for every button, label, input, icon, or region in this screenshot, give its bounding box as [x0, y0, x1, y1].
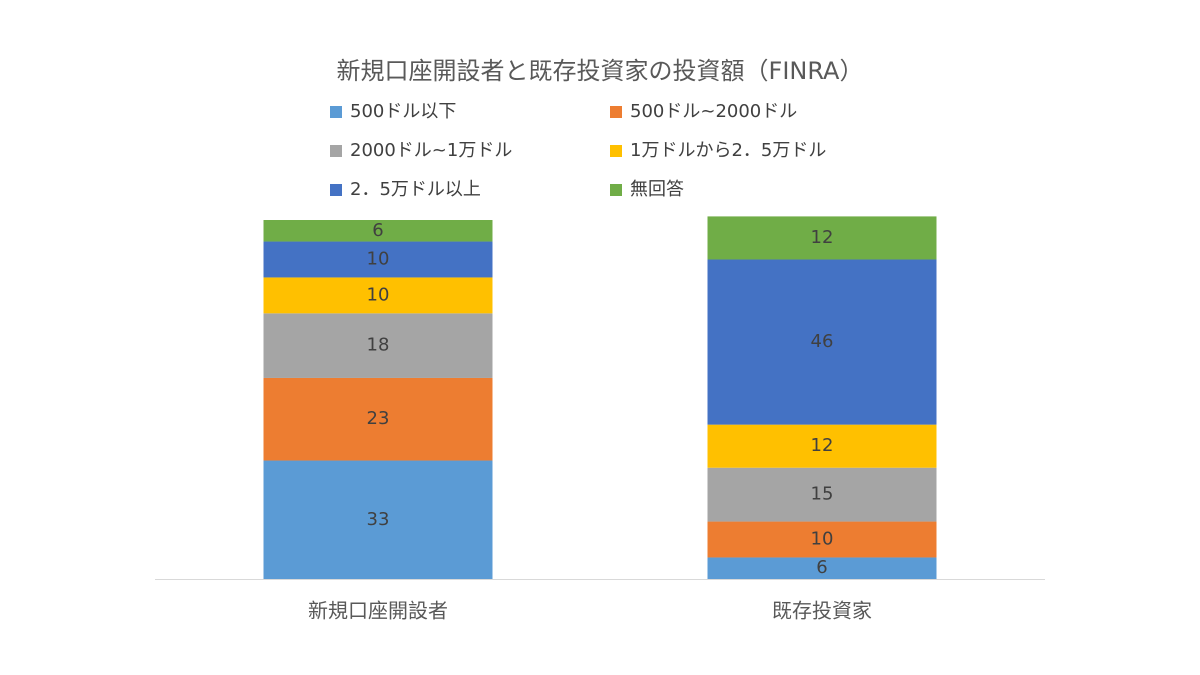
data-label: 46	[811, 331, 834, 352]
bar-segment	[263, 241, 493, 278]
bar-segment	[707, 216, 937, 260]
bar-segment	[707, 521, 937, 558]
x-tick-label: 既存投資家	[772, 599, 872, 623]
legend-label: 無回答	[630, 179, 684, 200]
bar-segment	[263, 377, 493, 461]
legend-label: 2000ドル~1万ドル	[350, 140, 512, 161]
legend-swatch	[610, 106, 622, 118]
bar-segment	[263, 313, 493, 378]
data-label: 15	[811, 484, 834, 505]
data-label: 6	[372, 220, 383, 241]
data-label: 18	[367, 335, 390, 356]
legend-label: 500ドル以下	[350, 101, 456, 122]
legend-swatch	[330, 184, 342, 196]
bar-segment	[707, 467, 937, 522]
data-label: 6	[816, 557, 827, 578]
legend-label: 500ドル~2000ドル	[630, 101, 797, 122]
data-label: 33	[367, 509, 390, 530]
chart-title: 新規口座開設者と既存投資家の投資額（FINRA）	[337, 57, 864, 85]
bar-segment	[707, 424, 937, 468]
legend-swatch	[610, 145, 622, 157]
legend-label: 2．5万ドル以上	[350, 179, 481, 200]
bar-segment	[707, 259, 937, 425]
legend-swatch	[610, 184, 622, 196]
data-label: 10	[367, 284, 390, 305]
data-label: 10	[811, 529, 834, 550]
legend-swatch	[330, 145, 342, 157]
bar-segment	[263, 220, 493, 242]
legend-label: 1万ドルから2．5万ドル	[630, 140, 826, 161]
bar-segment	[263, 277, 493, 314]
data-label: 12	[811, 227, 834, 248]
data-label: 10	[367, 248, 390, 269]
data-label: 12	[811, 435, 834, 456]
x-tick-label: 新規口座開設者	[308, 599, 448, 623]
bar-segment	[263, 460, 493, 579]
bar-segment	[707, 557, 937, 579]
data-label: 23	[367, 408, 390, 429]
legend-swatch	[330, 106, 342, 118]
